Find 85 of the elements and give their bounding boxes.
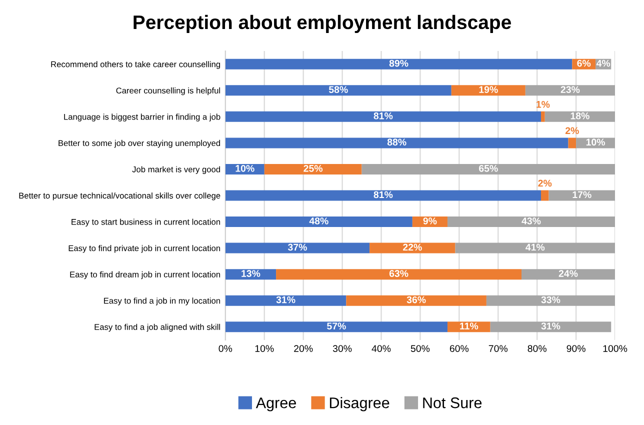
data-label: 89% <box>389 60 408 67</box>
data-label: 6% <box>577 60 591 67</box>
y-tick-label: Job market is very good <box>132 166 220 174</box>
data-label: 81% <box>374 191 393 198</box>
x-tick-label: 60% <box>450 345 469 352</box>
x-tick-label: 90% <box>566 345 586 352</box>
data-label: 4% <box>596 60 610 67</box>
data-label: 65% <box>479 164 498 172</box>
bar <box>525 85 616 96</box>
bar <box>225 216 412 228</box>
data-label: 19% <box>479 86 498 94</box>
data-label: 10% <box>586 138 606 146</box>
y-tick-label: Language is biggest barrier in finding a job <box>64 114 220 122</box>
bar <box>264 164 362 174</box>
data-label: 13% <box>242 270 260 277</box>
data-label: 33% <box>541 296 560 304</box>
data-label: 31% <box>276 296 296 304</box>
bar <box>225 322 448 332</box>
bar <box>490 322 612 332</box>
bar <box>486 295 616 306</box>
y-tick-label: Better to some job over staying unemployed <box>58 140 220 148</box>
data-label: 11% <box>460 322 478 330</box>
data-label: 48% <box>309 218 328 224</box>
bar <box>225 138 568 148</box>
bar <box>451 85 526 96</box>
bar <box>346 295 486 306</box>
data-label: 88% <box>387 138 406 146</box>
bar <box>225 58 572 70</box>
data-label: 43% <box>522 218 541 224</box>
bar <box>540 111 545 122</box>
bar <box>544 111 616 122</box>
legend-label: Agree <box>256 398 296 412</box>
data-label: 22% <box>403 244 422 251</box>
data-label: 31% <box>541 322 560 330</box>
bar <box>276 269 522 280</box>
y-tick-label: Easy to start business in current location <box>72 218 220 227</box>
x-tick-label: 10% <box>255 345 274 352</box>
x-tick-label: 0% <box>218 345 232 352</box>
data-label: 58% <box>328 86 348 94</box>
data-label: 25% <box>304 164 323 172</box>
bar <box>225 190 541 201</box>
x-tick-label: 50% <box>410 345 430 352</box>
data-label: 18% <box>570 112 590 120</box>
x-tick-label: 40% <box>372 345 391 352</box>
bar <box>225 295 346 306</box>
bar <box>225 242 370 254</box>
data-label: 36% <box>406 296 426 304</box>
bar <box>225 85 452 96</box>
data-label: 41% <box>526 244 545 251</box>
data-label: 9% <box>423 218 437 224</box>
y-tick-label: Career counselling is helpful <box>116 87 220 96</box>
y-tick-label: Easy to find dream job in current location <box>70 271 220 280</box>
data-label: 10% <box>236 164 254 172</box>
y-tick-label: Easy to find private job in current location <box>68 245 220 253</box>
y-tick-label: Easy to find a job aligned with skill <box>94 324 220 332</box>
bar <box>225 111 541 122</box>
bar <box>362 164 616 174</box>
y-tick-label: Easy to find a job in my location <box>104 298 220 306</box>
data-label: 81% <box>374 112 393 120</box>
bar <box>522 269 616 280</box>
bar <box>568 138 576 148</box>
bar <box>447 216 616 228</box>
bar <box>540 190 549 201</box>
data-label: 2% <box>538 180 552 187</box>
data-label: 63% <box>389 270 408 277</box>
data-label: 1% <box>536 100 550 108</box>
x-tick-label: 80% <box>528 345 546 352</box>
x-tick-label: 70% <box>488 345 508 352</box>
data-label: 24% <box>558 270 578 277</box>
data-label: 37% <box>288 244 307 251</box>
x-tick-label: 20% <box>294 345 313 352</box>
data-label: 57% <box>327 322 346 330</box>
chart-title: Perception about employment landscape <box>134 14 511 33</box>
x-tick-label: 100% <box>603 345 628 352</box>
legend-label: Disagree <box>330 397 390 412</box>
bar <box>370 242 456 254</box>
legend-label: Not Sure <box>423 397 482 408</box>
data-label: 2% <box>565 127 579 134</box>
bar <box>455 242 616 254</box>
x-tick-label: 30% <box>332 345 352 352</box>
y-tick-label: Better to pursue technical/vocational skills over college <box>19 192 220 200</box>
data-label: 23% <box>560 86 580 94</box>
bar <box>548 190 616 201</box>
y-tick-label: Recommend others to take career counselling <box>51 61 220 69</box>
data-label: 17% <box>572 191 592 198</box>
